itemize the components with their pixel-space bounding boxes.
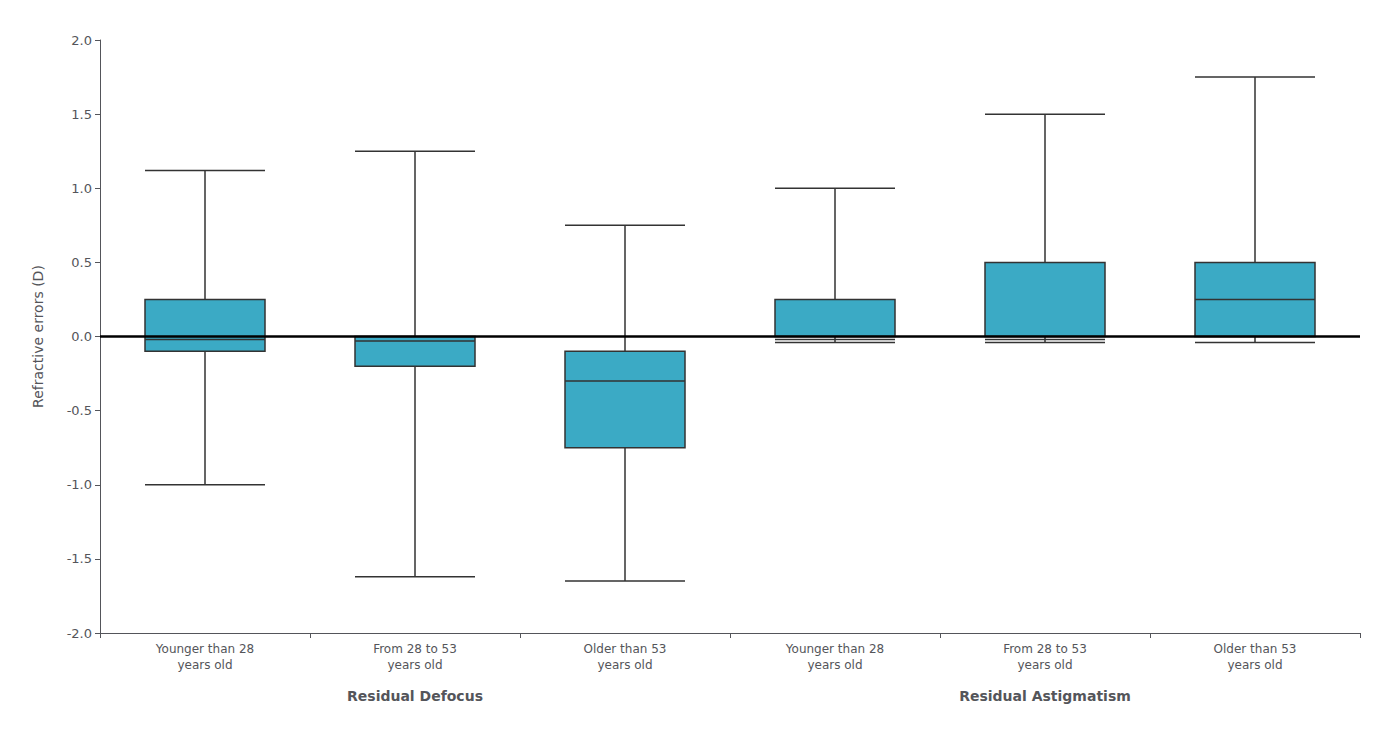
svg-text:Older than 53: Older than 53: [584, 642, 667, 656]
svg-text:Younger than 28: Younger than 28: [155, 642, 254, 656]
svg-text:Refractive errors (D): Refractive errors (D): [30, 265, 46, 408]
svg-text:-1.0: -1.0: [67, 477, 92, 492]
svg-text:Older than 53: Older than 53: [1214, 642, 1297, 656]
svg-text:From 28 to 53: From 28 to 53: [373, 642, 457, 656]
svg-text:years old: years old: [177, 658, 232, 672]
svg-text:years old: years old: [387, 658, 442, 672]
svg-text:-2.0: -2.0: [67, 626, 92, 641]
svg-text:years old: years old: [1017, 658, 1072, 672]
svg-text:Residual Defocus: Residual Defocus: [347, 688, 483, 704]
svg-text:-1.5: -1.5: [67, 551, 92, 566]
svg-text:years old: years old: [1227, 658, 1282, 672]
svg-text:Younger than 28: Younger than 28: [785, 642, 884, 656]
svg-text:2.0: 2.0: [71, 33, 92, 48]
svg-text:From 28 to 53: From 28 to 53: [1003, 642, 1087, 656]
svg-text:1.0: 1.0: [71, 181, 92, 196]
svg-text:1.5: 1.5: [71, 107, 92, 122]
svg-text:years old: years old: [807, 658, 862, 672]
svg-text:-0.5: -0.5: [67, 403, 92, 418]
svg-text:Residual Astigmatism: Residual Astigmatism: [959, 688, 1131, 704]
svg-text:years old: years old: [597, 658, 652, 672]
svg-text:0.0: 0.0: [71, 329, 92, 344]
svg-text:0.5: 0.5: [71, 255, 92, 270]
